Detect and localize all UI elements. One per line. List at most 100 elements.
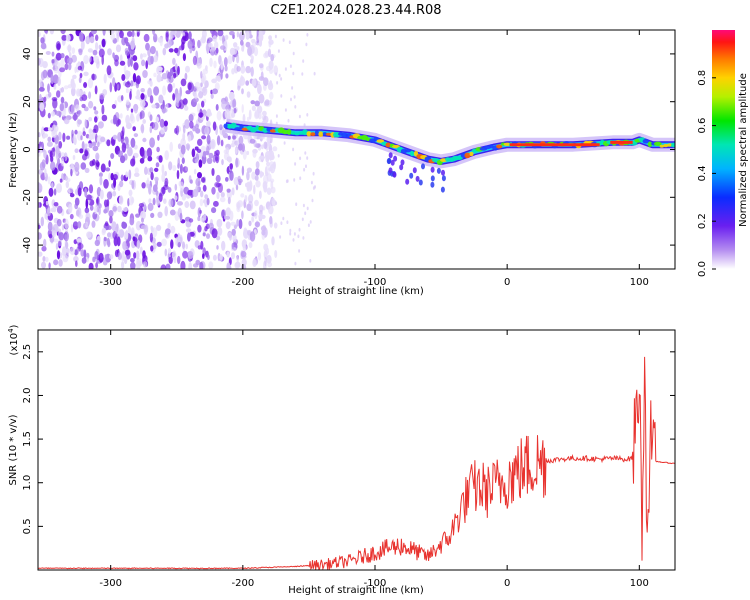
noise-speck bbox=[130, 261, 136, 269]
noise-speck bbox=[87, 78, 94, 89]
noise-speck bbox=[110, 153, 115, 159]
noise-speck bbox=[142, 70, 148, 78]
noise-speck bbox=[64, 63, 69, 71]
noise-speck bbox=[55, 145, 60, 155]
noise-speck bbox=[187, 251, 194, 259]
noise-speck bbox=[70, 168, 73, 177]
noise-speck bbox=[229, 163, 233, 170]
ridge-tail-blob bbox=[415, 175, 420, 182]
noise-speck bbox=[146, 147, 153, 158]
noise-speck bbox=[56, 183, 62, 194]
noise-speck bbox=[270, 54, 275, 62]
ridge-tail-blob bbox=[430, 175, 435, 182]
noise-speck bbox=[208, 42, 213, 48]
ridge-blob bbox=[647, 141, 653, 148]
noise-speck bbox=[245, 80, 250, 86]
noise-speck bbox=[225, 177, 229, 182]
noise-speck bbox=[52, 230, 57, 238]
noise-speck bbox=[206, 120, 211, 127]
noise-speck bbox=[73, 239, 78, 245]
noise-speck bbox=[139, 246, 143, 255]
noise-speck bbox=[216, 245, 219, 250]
colorbar-tick-label: 0.4 bbox=[697, 165, 708, 181]
spectrogram-x-ticks: -300 -200 -100 0 100 bbox=[99, 30, 649, 288]
noise-speck bbox=[208, 222, 214, 230]
noise-speck bbox=[263, 115, 269, 124]
ridge-tail-blob bbox=[393, 155, 398, 162]
noise-speck bbox=[238, 143, 243, 151]
noise-speck bbox=[137, 261, 143, 267]
noise-speck bbox=[89, 160, 94, 167]
noise-speck bbox=[111, 104, 116, 109]
noise-speck bbox=[216, 110, 222, 121]
noise-speck bbox=[305, 164, 307, 168]
noise-speck bbox=[197, 103, 201, 114]
noise-speck bbox=[168, 256, 173, 265]
noise-speck bbox=[89, 205, 94, 211]
noise-speck bbox=[200, 82, 203, 88]
noise-speck bbox=[130, 108, 134, 113]
noise-speck bbox=[141, 182, 146, 189]
noise-speck bbox=[38, 232, 42, 240]
ridge-tail-blob bbox=[388, 167, 393, 174]
noise-speck bbox=[127, 57, 131, 68]
noise-speck bbox=[38, 183, 43, 193]
noise-speck bbox=[215, 104, 219, 111]
noise-speck bbox=[179, 181, 184, 192]
noise-speck bbox=[289, 64, 292, 68]
noise-speck bbox=[125, 99, 130, 106]
noise-speck bbox=[202, 86, 208, 96]
noise-speck bbox=[38, 224, 41, 229]
noise-speck bbox=[266, 161, 271, 167]
x-tick-label: 100 bbox=[630, 277, 649, 288]
noise-speck bbox=[164, 248, 168, 257]
noise-speck bbox=[198, 91, 204, 99]
ridge-blob bbox=[464, 152, 471, 159]
noise-speck bbox=[55, 110, 62, 116]
noise-speck bbox=[127, 225, 131, 234]
noise-speck bbox=[178, 99, 185, 110]
noise-speck bbox=[253, 184, 256, 195]
noise-speck bbox=[216, 218, 223, 228]
noise-speck bbox=[38, 152, 41, 157]
noise-speck bbox=[38, 169, 43, 175]
noise-speck bbox=[161, 173, 166, 183]
noise-speck bbox=[263, 184, 268, 193]
noise-speck bbox=[193, 97, 199, 103]
ridge-blob bbox=[223, 123, 228, 129]
noise-speck bbox=[182, 124, 186, 134]
noise-speck bbox=[208, 152, 214, 159]
noise-speck bbox=[125, 229, 129, 240]
noise-speck bbox=[95, 198, 99, 204]
noise-speck bbox=[208, 261, 214, 269]
noise-speck bbox=[59, 178, 63, 183]
y-tick-label: 0 bbox=[22, 146, 33, 152]
noise-speck bbox=[231, 68, 235, 75]
noise-speck bbox=[55, 52, 62, 61]
noise-speck bbox=[117, 252, 122, 260]
noise-speck bbox=[65, 181, 70, 189]
ridge-blob bbox=[306, 131, 312, 137]
noise-speck bbox=[119, 30, 124, 39]
noise-speck bbox=[58, 259, 63, 267]
noise-speck bbox=[163, 184, 169, 190]
noise-speck bbox=[210, 46, 216, 52]
noise-speck bbox=[225, 207, 231, 217]
ridge-tail-blob bbox=[441, 175, 446, 182]
noise-speck bbox=[93, 106, 97, 111]
noise-speck bbox=[219, 254, 223, 261]
noise-speck bbox=[216, 73, 222, 82]
ridge-blob bbox=[496, 144, 503, 149]
noise-speck bbox=[80, 135, 83, 141]
noise-speck bbox=[142, 119, 146, 124]
noise-speck bbox=[128, 169, 132, 180]
ridge-blob bbox=[385, 142, 391, 148]
noise-speck bbox=[120, 135, 125, 144]
noise-speck bbox=[120, 174, 124, 182]
noise-speck bbox=[38, 87, 45, 92]
noise-speck bbox=[226, 262, 231, 269]
noise-speck bbox=[64, 218, 69, 229]
noise-speck bbox=[83, 71, 89, 77]
noise-speck bbox=[220, 70, 223, 80]
